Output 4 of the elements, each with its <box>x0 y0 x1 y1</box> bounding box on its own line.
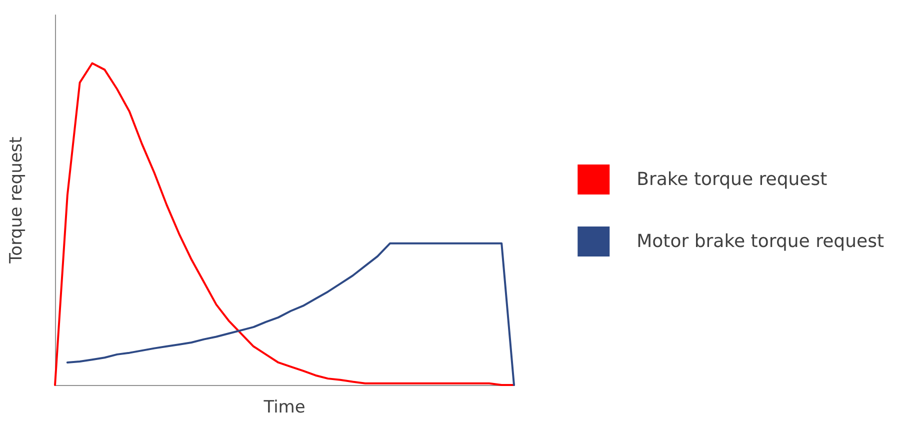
x-axis-title: Time <box>262 398 306 418</box>
y-axis-title: Torque request <box>6 136 26 264</box>
legend-label: Brake torque request <box>636 169 828 190</box>
legend-label: Motor brake torque request <box>636 231 884 252</box>
